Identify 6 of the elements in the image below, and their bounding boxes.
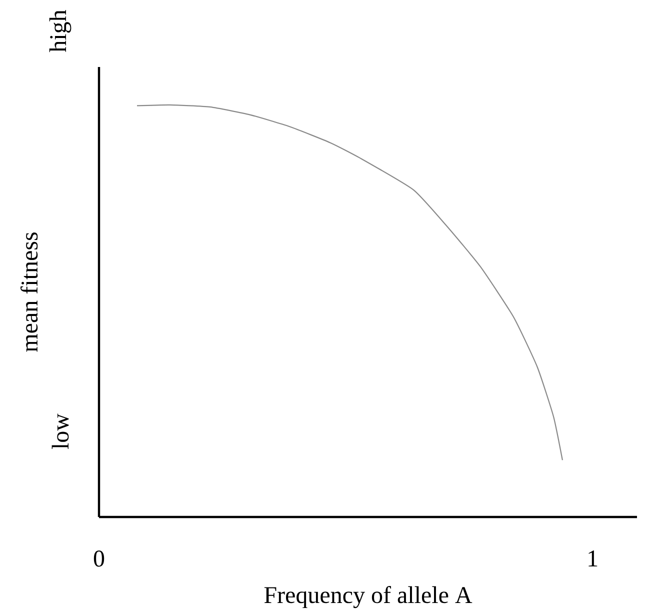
x-tick-label: 0 (94, 550, 104, 567)
x-axis-title: Frequency of allele A (264, 586, 472, 608)
text: low (52, 414, 69, 449)
x-tick-label: 1 (588, 550, 598, 566)
y-axis-title: mean fitness (20, 232, 38, 352)
text: high (49, 10, 72, 52)
